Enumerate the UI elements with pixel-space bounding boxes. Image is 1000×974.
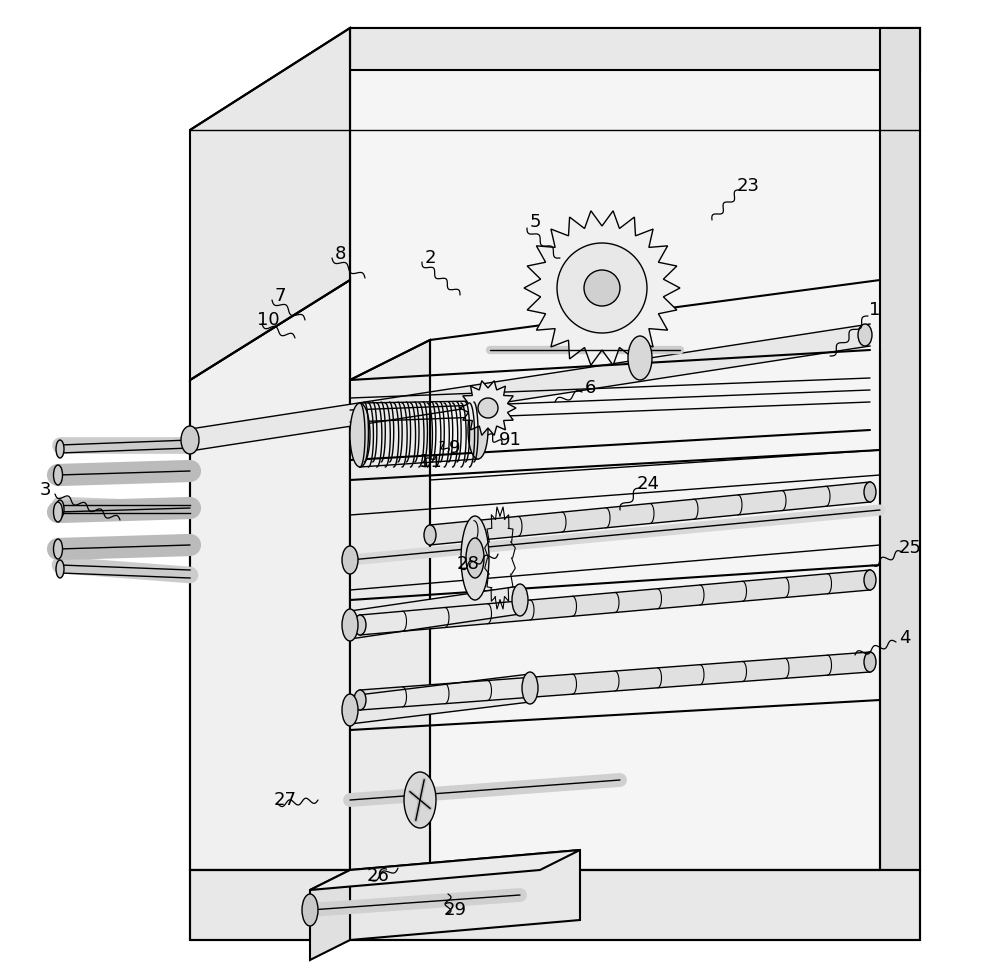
Ellipse shape — [557, 243, 647, 333]
Ellipse shape — [864, 482, 876, 502]
Ellipse shape — [628, 336, 652, 380]
Text: 5: 5 — [529, 213, 541, 231]
Polygon shape — [190, 280, 350, 870]
Text: 1: 1 — [869, 301, 881, 319]
Text: 24: 24 — [637, 475, 660, 493]
Ellipse shape — [864, 570, 876, 590]
Text: 7: 7 — [274, 287, 286, 305]
Text: 2: 2 — [424, 249, 436, 267]
Text: 4: 4 — [899, 629, 911, 647]
Ellipse shape — [858, 324, 872, 346]
Polygon shape — [350, 28, 920, 870]
Polygon shape — [360, 652, 870, 710]
Polygon shape — [350, 586, 520, 639]
Ellipse shape — [56, 440, 64, 458]
Ellipse shape — [512, 584, 528, 616]
Polygon shape — [350, 850, 580, 940]
Ellipse shape — [864, 652, 876, 672]
Ellipse shape — [302, 894, 318, 926]
Polygon shape — [524, 210, 680, 365]
Ellipse shape — [424, 525, 436, 545]
Polygon shape — [190, 870, 920, 940]
Ellipse shape — [54, 539, 62, 559]
Ellipse shape — [56, 500, 64, 518]
Text: 28: 28 — [457, 555, 479, 573]
Ellipse shape — [584, 270, 620, 306]
Ellipse shape — [181, 426, 199, 454]
Polygon shape — [360, 570, 870, 635]
Ellipse shape — [478, 398, 498, 418]
Text: 10: 10 — [257, 311, 279, 329]
Ellipse shape — [342, 609, 358, 641]
Polygon shape — [310, 850, 580, 890]
Text: 25: 25 — [898, 539, 922, 557]
Polygon shape — [350, 340, 430, 870]
Text: 9: 9 — [449, 439, 461, 457]
Ellipse shape — [342, 694, 358, 726]
Ellipse shape — [350, 403, 370, 467]
Ellipse shape — [54, 465, 62, 485]
Polygon shape — [460, 381, 516, 435]
Polygon shape — [430, 482, 870, 545]
Polygon shape — [190, 28, 350, 380]
Text: 6: 6 — [584, 379, 596, 397]
Ellipse shape — [404, 772, 436, 828]
Ellipse shape — [354, 615, 366, 635]
Ellipse shape — [522, 672, 538, 704]
Ellipse shape — [461, 516, 489, 600]
Polygon shape — [190, 324, 870, 451]
Ellipse shape — [468, 401, 488, 459]
Ellipse shape — [354, 690, 366, 710]
Text: 23: 23 — [736, 177, 760, 195]
Text: 11: 11 — [419, 453, 441, 471]
Polygon shape — [350, 674, 530, 724]
Polygon shape — [880, 28, 920, 870]
Polygon shape — [310, 870, 350, 960]
Text: 27: 27 — [274, 791, 296, 809]
Text: 8: 8 — [334, 245, 346, 263]
Ellipse shape — [56, 560, 64, 578]
Ellipse shape — [54, 502, 62, 522]
Text: 3: 3 — [39, 481, 51, 499]
Text: 91: 91 — [499, 431, 521, 449]
Ellipse shape — [342, 546, 358, 574]
Polygon shape — [350, 28, 920, 70]
Ellipse shape — [466, 538, 484, 578]
Text: 26: 26 — [367, 867, 389, 885]
Text: 29: 29 — [444, 901, 466, 919]
